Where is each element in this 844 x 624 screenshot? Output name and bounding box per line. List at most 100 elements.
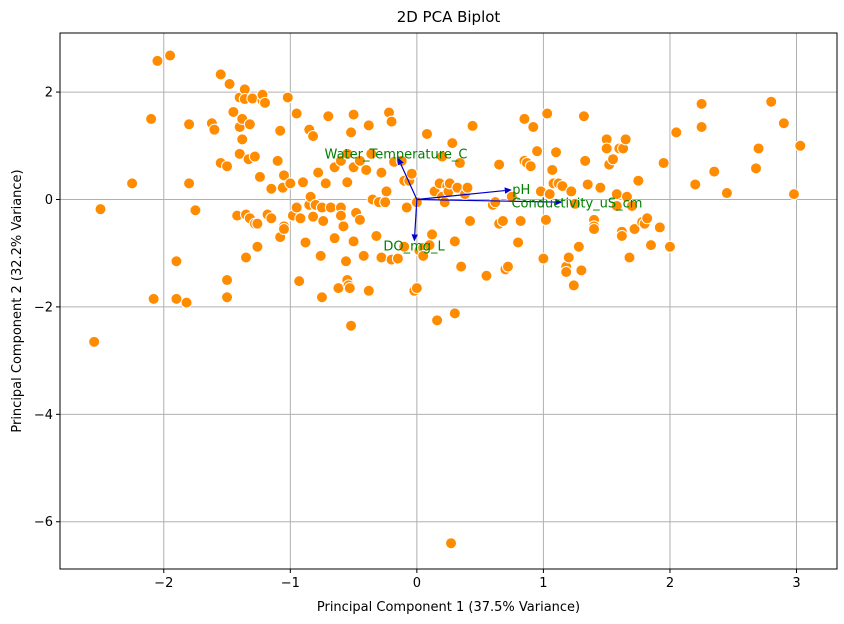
data-point — [214, 68, 227, 81]
axis-ticks: −2 −1 0 1 2 3 −6 −4 −2 0 2 — [34, 86, 801, 591]
data-point — [324, 201, 337, 214]
data-point — [380, 185, 393, 198]
data-point — [341, 176, 354, 189]
data-point — [299, 236, 312, 249]
data-point — [644, 239, 657, 252]
data-point — [362, 119, 375, 132]
data-point — [615, 230, 628, 243]
data-point — [765, 95, 778, 108]
data-point — [341, 147, 354, 160]
data-point — [314, 249, 327, 262]
data-point — [496, 214, 509, 227]
data-point — [151, 54, 164, 67]
data-point — [623, 251, 636, 264]
grid-lines — [60, 33, 837, 569]
data-point — [514, 214, 527, 227]
data-point — [277, 169, 290, 182]
data-point — [312, 166, 325, 179]
data-point — [653, 221, 666, 234]
loading-arrowhead — [411, 234, 418, 242]
data-point — [501, 260, 514, 273]
data-point — [180, 296, 193, 309]
data-point — [307, 130, 320, 143]
data-point — [337, 220, 350, 233]
data-point — [565, 185, 578, 198]
data-point — [277, 223, 290, 236]
data-point — [170, 255, 183, 268]
data-point — [334, 209, 347, 222]
data-point — [689, 178, 702, 191]
data-point — [147, 292, 160, 305]
data-point — [362, 284, 375, 297]
data-point — [274, 124, 287, 137]
data-point — [223, 78, 236, 91]
x-axis-label: Principal Component 1 (37.5% Variance) — [317, 600, 580, 615]
y-tick-label: −6 — [34, 515, 53, 530]
loading-label: Conductivity_uS_cm — [511, 196, 642, 211]
data-point — [290, 201, 303, 214]
data-point — [307, 210, 320, 223]
data-point — [227, 105, 240, 118]
data-point — [518, 112, 531, 125]
data-point — [453, 156, 466, 169]
data-point — [317, 214, 330, 227]
data-point — [94, 203, 107, 216]
data-point — [562, 251, 575, 264]
data-point — [88, 335, 101, 348]
loading-arrow — [400, 163, 418, 200]
data-point — [569, 197, 582, 210]
data-point — [417, 249, 430, 262]
data-point — [405, 167, 418, 180]
data-point — [448, 235, 461, 248]
loading-arrow — [414, 199, 418, 235]
data-point — [183, 177, 196, 190]
loading-arrow — [416, 189, 505, 201]
data-point — [524, 160, 537, 173]
loading-label: Water_Temperature_C — [325, 147, 468, 162]
data-point — [720, 187, 733, 200]
data-point — [365, 147, 378, 160]
data-point — [527, 120, 540, 133]
data-point — [410, 282, 423, 295]
data-point — [347, 108, 360, 121]
y-tick-label: 2 — [45, 86, 53, 101]
data-point — [543, 188, 556, 201]
data-point — [579, 154, 592, 167]
data-point — [400, 201, 413, 214]
data-point — [600, 142, 613, 155]
data-point — [221, 291, 234, 304]
data-point — [360, 163, 373, 176]
data-point — [315, 291, 328, 304]
data-point — [594, 181, 607, 194]
data-point — [625, 199, 638, 212]
data-point — [777, 117, 790, 130]
data-point — [259, 96, 272, 109]
data-point — [708, 165, 721, 178]
data-point — [221, 160, 234, 173]
data-point — [353, 213, 366, 226]
x-tick-label: 0 — [413, 576, 421, 591]
data-point — [581, 178, 594, 191]
data-point — [628, 223, 641, 236]
data-point — [505, 190, 518, 203]
x-tick-label: 2 — [666, 576, 674, 591]
data-point — [265, 182, 278, 195]
x-tick-label: 1 — [539, 576, 547, 591]
data-point — [170, 292, 183, 305]
data-point — [550, 146, 563, 159]
data-point — [657, 156, 670, 169]
data-point — [379, 196, 392, 209]
data-point — [265, 212, 278, 225]
data-point — [787, 188, 800, 201]
data-point — [296, 176, 309, 189]
data-point — [695, 120, 708, 133]
data-point — [385, 115, 398, 128]
data-point — [445, 537, 458, 550]
loading-arrowhead — [504, 187, 512, 194]
data-point — [240, 251, 253, 264]
data-point — [375, 166, 388, 179]
data-point — [183, 118, 196, 131]
data-point — [391, 252, 404, 265]
